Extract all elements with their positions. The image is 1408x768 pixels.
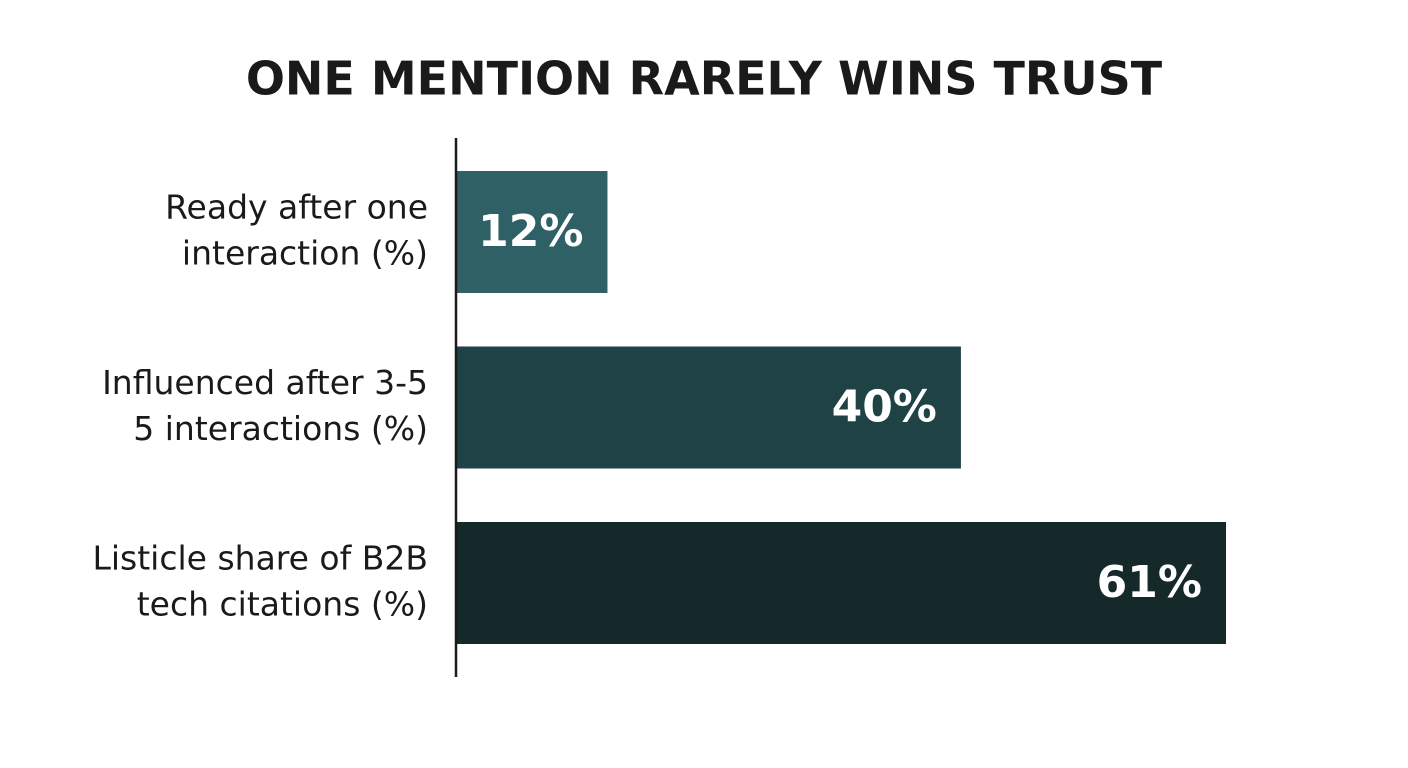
category-label: Ready after one	[165, 188, 428, 227]
category-label: Influenced after 3-5	[102, 363, 428, 402]
category-label: interaction (%)	[182, 234, 428, 273]
value-label: 40%	[832, 382, 937, 433]
bar	[456, 346, 961, 469]
bar	[456, 171, 608, 293]
value-label: 61%	[1097, 557, 1202, 608]
chart-title: ONE MENTION RARELY WINS TRUST	[246, 52, 1163, 106]
bar	[456, 522, 1226, 644]
category-label: tech citations (%)	[137, 585, 428, 624]
category-label: Listicle share of B2B	[93, 539, 429, 578]
category-label: 5 interactions (%)	[133, 409, 428, 448]
value-label: 12%	[478, 206, 583, 257]
